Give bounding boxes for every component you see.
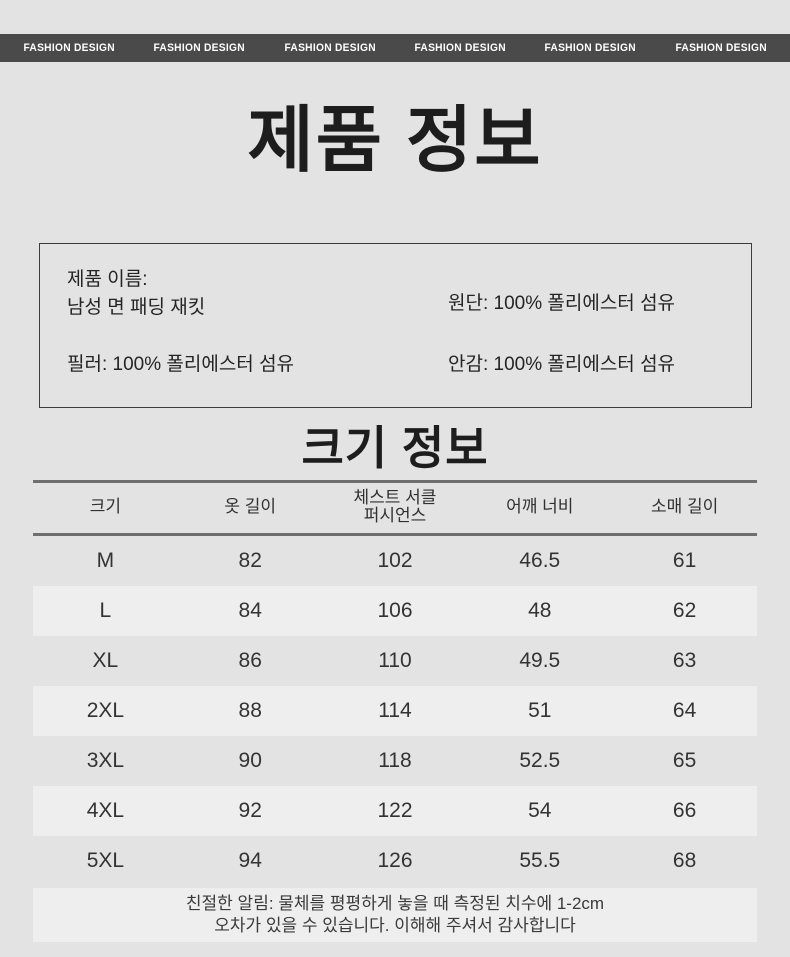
- table-row: M 82 102 46.5 61: [33, 534, 757, 586]
- measurement-disclaimer: 친절한 알림: 물체를 평평하게 놓을 때 측정된 치수에 1-2cm 오차가 …: [33, 888, 757, 942]
- cell-sleeve: 61: [612, 534, 757, 586]
- table-header-row: 크기 옷 길이 체스트 서클 퍼시언스 어깨 너비 소매 길이: [33, 480, 757, 536]
- cell-chest: 102: [322, 534, 468, 586]
- cell-size: XL: [33, 635, 178, 686]
- column-header-sleeve-line1: 소매 길이: [650, 497, 719, 517]
- table-row: 5XL 94 126 55.5 68: [33, 835, 757, 886]
- cell-shoulder: 54: [467, 785, 613, 836]
- cell-sleeve: 66: [612, 785, 757, 836]
- cell-sleeve: 68: [612, 835, 757, 886]
- cell-shoulder: 51: [467, 685, 613, 736]
- cell-size: 5XL: [33, 835, 178, 886]
- size-section-title: 크기 정보: [301, 422, 489, 474]
- banner-label: FASHION DESIGN: [153, 42, 246, 54]
- product-lining-text: 안감: 100% 폴리에스터 섬유: [448, 354, 676, 375]
- cell-length: 92: [177, 785, 323, 836]
- cell-length: 88: [177, 685, 323, 736]
- disclaimer-line-1: 친절한 알림: 물체를 평평하게 놓을 때 측정된 치수에 1-2cm: [185, 893, 605, 913]
- cell-shoulder: 55.5: [467, 835, 613, 886]
- table-row: XL 86 110 49.5 63: [33, 635, 757, 686]
- cell-length: 94: [177, 835, 323, 886]
- column-header-shoulder: 어깨 너비: [467, 480, 613, 536]
- cell-length: 86: [177, 635, 323, 686]
- cell-sleeve: 62: [612, 585, 757, 636]
- cell-size: L: [33, 585, 178, 636]
- column-header-sleeve: 소매 길이: [612, 480, 757, 536]
- table-row: 3XL 90 118 52.5 65: [33, 735, 757, 786]
- cell-shoulder: 48: [467, 585, 613, 636]
- product-filler-text: 필러: 100% 폴리에스터 섬유: [67, 354, 295, 375]
- banner-label: FASHION DESIGN: [544, 42, 637, 54]
- column-header-size-line1: 크기: [89, 497, 122, 517]
- column-header-chest-line1: 체스트 서클: [353, 488, 437, 507]
- cell-chest: 106: [322, 585, 468, 636]
- cell-length: 90: [177, 735, 323, 786]
- brand-banner: FASHION DESIGN FASHION DESIGN FASHION DE…: [0, 34, 790, 62]
- cell-sleeve: 63: [612, 635, 757, 686]
- banner-label: FASHION DESIGN: [675, 42, 767, 54]
- cell-shoulder: 52.5: [467, 735, 613, 786]
- product-info-box: 제품 이름: 남성 면 패딩 재킷 원단: 100% 폴리에스터 섬유 필러: …: [39, 243, 752, 408]
- banner-label: FASHION DESIGN: [414, 42, 506, 54]
- cell-chest: 118: [322, 735, 468, 786]
- product-fabric-text: 원단: 100% 폴리에스터 섬유: [448, 293, 676, 314]
- disclaimer-line-2: 오차가 있을 수 있습니다. 이해해 주셔서 감사합니다: [214, 916, 576, 935]
- product-name-text: 제품 이름: 남성 면 패딩 재킷: [67, 269, 206, 318]
- cell-chest: 110: [322, 635, 468, 686]
- table-row: L 84 106 48 62: [33, 585, 757, 636]
- cell-sleeve: 65: [612, 735, 757, 786]
- column-header-chest-line2: 퍼시언스: [363, 506, 427, 526]
- cell-size: 2XL: [33, 685, 178, 736]
- cell-chest: 126: [322, 835, 468, 886]
- banner-label: FASHION DESIGN: [23, 42, 115, 54]
- cell-shoulder: 46.5: [467, 534, 613, 586]
- cell-chest: 122: [322, 785, 468, 836]
- column-header-chest: 체스트 서클 퍼시언스: [322, 480, 468, 536]
- column-header-shoulder-line1: 어깨 너비: [506, 497, 574, 517]
- cell-size: 4XL: [33, 785, 178, 836]
- page-title: 제품 정보: [247, 101, 543, 181]
- size-chart-body: M 82 102 46.5 61 L 84 106 48 62 XL 86 11…: [33, 534, 757, 886]
- table-row: 2XL 88 114 51 64: [33, 685, 757, 736]
- table-row: 4XL 92 122 54 66: [33, 785, 757, 836]
- cell-shoulder: 49.5: [467, 635, 613, 686]
- cell-size: 3XL: [33, 735, 178, 786]
- cell-length: 82: [177, 534, 323, 586]
- cell-chest: 114: [322, 685, 468, 736]
- product-info-grid: 제품 이름: 남성 면 패딩 재킷 원단: 100% 폴리에스터 섬유 필러: …: [40, 244, 751, 407]
- column-header-length-line1: 옷 길이: [224, 497, 277, 517]
- cell-size: M: [33, 534, 178, 586]
- cell-length: 84: [177, 585, 323, 636]
- size-chart-table: 크기 옷 길이 체스트 서클 퍼시언스 어깨 너비 소매 길이 M: [33, 480, 757, 886]
- size-chart-header: 크기 옷 길이 체스트 서클 퍼시언스 어깨 너비 소매 길이: [33, 480, 757, 536]
- column-header-length: 옷 길이: [177, 480, 323, 536]
- cell-sleeve: 64: [612, 685, 757, 736]
- column-header-size: 크기: [33, 480, 178, 536]
- banner-label: FASHION DESIGN: [284, 42, 376, 54]
